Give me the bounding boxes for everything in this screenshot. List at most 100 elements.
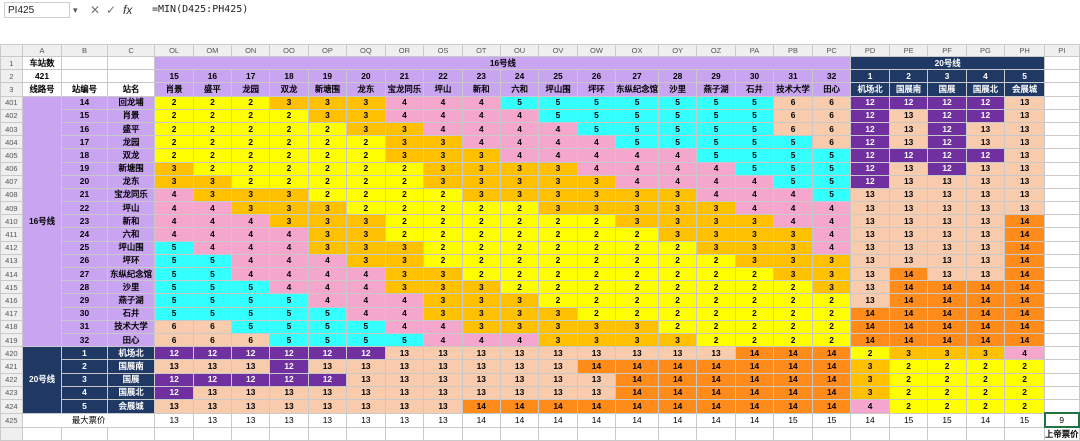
fare-cell[interactable]: 5: [231, 293, 271, 308]
fare-cell[interactable]: 5: [154, 240, 194, 255]
fare-cell[interactable]: 13: [888, 240, 929, 255]
fare-cell[interactable]: 13: [888, 253, 929, 269]
fare-cell[interactable]: 14: [1004, 266, 1045, 282]
fare-cell[interactable]: 13: [499, 372, 540, 387]
fare-cell[interactable]: 3: [576, 174, 617, 189]
station-name[interactable]: 石井: [106, 306, 156, 321]
fare-cell[interactable]: 2: [461, 240, 501, 255]
fare-cell[interactable]: 14: [1004, 332, 1045, 348]
station-number[interactable]: 29: [696, 69, 736, 84]
fare-cell[interactable]: 4: [384, 306, 425, 321]
cancel-icon[interactable]: ✕: [90, 3, 101, 17]
cell[interactable]: [461, 426, 501, 441]
cell[interactable]: [1044, 82, 1080, 97]
fare-cell[interactable]: 4: [307, 280, 348, 295]
fare-cell[interactable]: 4: [499, 332, 540, 348]
fare-cell[interactable]: 14: [927, 280, 967, 295]
fare-cell[interactable]: 14: [965, 280, 1006, 295]
fare-cell[interactable]: 3: [927, 346, 967, 361]
fare-cell[interactable]: 3: [384, 148, 425, 163]
max-fare-cell[interactable]: 15: [927, 412, 967, 428]
fare-cell[interactable]: 2: [499, 266, 540, 282]
fare-cell[interactable]: 3: [384, 280, 425, 295]
cell[interactable]: [1044, 332, 1080, 348]
fare-cell[interactable]: 3: [461, 161, 501, 176]
fare-cell[interactable]: 2: [269, 174, 309, 189]
station-id[interactable]: 5: [61, 398, 108, 414]
cell[interactable]: [61, 426, 108, 441]
fare-cell[interactable]: 5: [696, 148, 736, 163]
fare-cell[interactable]: 2: [307, 174, 348, 189]
fare-cell[interactable]: 2: [657, 253, 698, 269]
station-name[interactable]: 会展城: [1004, 82, 1045, 97]
fare-cell[interactable]: 12: [888, 148, 929, 163]
station-name[interactable]: 技术大学: [106, 319, 156, 334]
max-fare-cell[interactable]: 14: [965, 412, 1006, 428]
station-name[interactable]: 双龙: [269, 82, 309, 97]
cell[interactable]: [1044, 148, 1080, 163]
fare-cell[interactable]: 13: [231, 359, 271, 374]
fare-cell[interactable]: 13: [461, 359, 501, 374]
column-header[interactable]: PI: [1044, 44, 1080, 57]
cell[interactable]: [1044, 187, 1080, 203]
station-name[interactable]: 六和: [499, 82, 540, 97]
fare-cell[interactable]: 14: [888, 293, 929, 308]
station-name[interactable]: 新和: [461, 82, 501, 97]
fare-cell[interactable]: 5: [657, 95, 698, 110]
fare-cell[interactable]: 13: [307, 359, 348, 374]
fare-cell[interactable]: 4: [154, 214, 194, 229]
fare-cell[interactable]: 14: [1004, 306, 1045, 321]
fare-cell[interactable]: 3: [154, 161, 194, 176]
fare-cell[interactable]: 13: [965, 187, 1006, 203]
cell[interactable]: [615, 426, 659, 441]
fare-cell[interactable]: 2: [461, 201, 501, 216]
fare-cell[interactable]: 3: [423, 306, 463, 321]
station-name[interactable]: 坪山: [423, 82, 463, 97]
station-name[interactable]: 坪山: [106, 201, 156, 216]
cell[interactable]: [1044, 135, 1080, 150]
fare-cell[interactable]: 13: [1004, 161, 1045, 176]
station-name[interactable]: 盛平: [192, 82, 233, 97]
fare-cell[interactable]: 2: [1004, 385, 1045, 400]
fare-cell[interactable]: 13: [576, 372, 617, 387]
station-number[interactable]: 1: [850, 69, 890, 84]
fare-cell[interactable]: 3: [811, 266, 852, 282]
fare-cell[interactable]: 12: [927, 121, 967, 137]
fare-cell[interactable]: 2: [927, 372, 967, 387]
fare-cell[interactable]: 5: [657, 135, 698, 150]
fare-cell[interactable]: 4: [811, 227, 852, 242]
fare-cell[interactable]: 3: [461, 174, 501, 189]
row-header[interactable]: 417: [0, 306, 23, 321]
min-fare-cell[interactable]: 9: [1043, 412, 1080, 429]
max-fare-cell[interactable]: 14: [850, 412, 890, 428]
fare-cell[interactable]: 4: [346, 280, 386, 295]
fare-cell[interactable]: 13: [850, 266, 890, 282]
fare-cell[interactable]: 2: [307, 187, 348, 203]
fare-cell[interactable]: 4: [538, 148, 578, 163]
fare-cell[interactable]: 3: [615, 214, 659, 229]
fare-cell[interactable]: 2: [965, 385, 1006, 400]
max-fare-cell[interactable]: 13: [231, 412, 271, 428]
cell[interactable]: [1044, 253, 1080, 269]
fare-cell[interactable]: 4: [461, 121, 501, 137]
chevron-down-icon[interactable]: ▾: [73, 5, 78, 15]
cell[interactable]: [1044, 161, 1080, 176]
column-header[interactable]: OU: [499, 44, 540, 57]
fare-cell[interactable]: 12: [850, 161, 890, 176]
fare-cell[interactable]: 4: [773, 201, 813, 216]
fare-cell[interactable]: 2: [538, 240, 578, 255]
fare-cell[interactable]: 3: [499, 319, 540, 334]
fare-cell[interactable]: 13: [965, 174, 1006, 189]
station-name[interactable]: 国展: [927, 82, 967, 97]
cell[interactable]: [61, 69, 108, 84]
cell[interactable]: [21, 426, 63, 441]
row-header[interactable]: 404: [0, 135, 23, 150]
column-header[interactable]: OO: [269, 44, 309, 57]
fare-cell[interactable]: 2: [927, 398, 967, 414]
fare-cell[interactable]: 2: [307, 161, 348, 176]
fare-cell[interactable]: 3: [461, 319, 501, 334]
fare-cell[interactable]: 13: [231, 398, 271, 414]
station-name[interactable]: 肖景: [154, 82, 194, 97]
line-label-16[interactable]: 16号线: [21, 95, 63, 348]
fare-cell[interactable]: 13: [1004, 95, 1045, 110]
